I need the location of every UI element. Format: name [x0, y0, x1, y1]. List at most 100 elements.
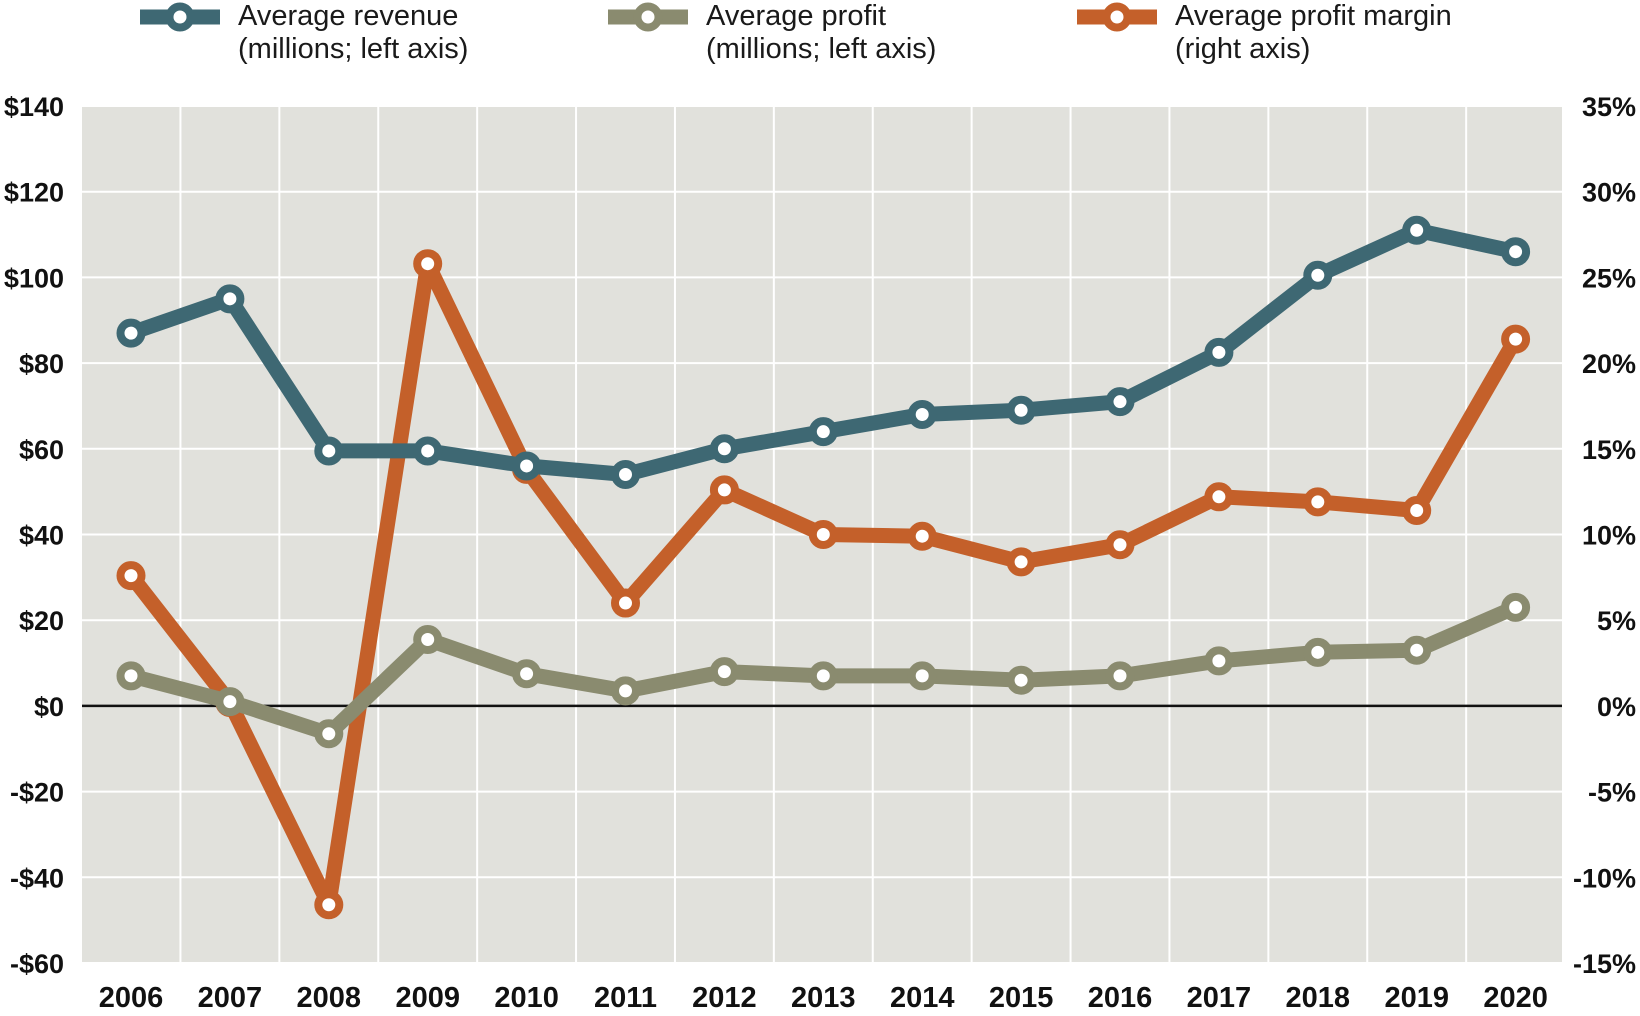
x-axis-tick-label: 2020: [1483, 982, 1548, 1014]
right-axis-tick-label: 15%: [1582, 435, 1636, 465]
right-axis-tick-label: 35%: [1582, 92, 1636, 122]
point-profit-2008: [314, 719, 344, 749]
x-axis-tick-label: 2017: [1187, 982, 1252, 1014]
point-margin-2008: [314, 890, 344, 920]
point-margin-2014: [907, 521, 937, 551]
legend-marker-revenue: [165, 2, 195, 32]
point-margin-2015: [1006, 547, 1036, 577]
point-revenue-2017: [1204, 337, 1234, 367]
point-profit-2018: [1303, 637, 1333, 667]
right-axis-tick-label: 0%: [1597, 692, 1636, 722]
point-revenue-2012: [709, 434, 739, 464]
point-revenue-2014: [907, 400, 937, 430]
x-axis-tick-label: 2018: [1286, 982, 1351, 1014]
x-axis-tick-label: 2008: [297, 982, 362, 1014]
point-profit-2010: [512, 659, 542, 689]
point-revenue-2015: [1006, 395, 1036, 425]
point-profit-2006: [116, 661, 146, 691]
series-revenue: [116, 215, 1531, 490]
left-axis-tick-label: -$20: [10, 778, 64, 808]
point-margin-2017: [1204, 482, 1234, 512]
point-revenue-2011: [611, 460, 640, 490]
point-margin-2012: [709, 475, 739, 505]
left-axis-tick-label: $120: [4, 178, 64, 208]
legend-item-revenue: Average revenue (millions; left axis): [140, 0, 468, 65]
point-profit-2011: [611, 676, 640, 706]
point-revenue-2006: [116, 318, 146, 348]
x-axis: 2006 2007 2008 2009 2010 2011 2012 2013 2014 2015…: [99, 982, 1548, 1014]
left-axis-tick-label: $20: [19, 606, 64, 636]
point-profit-2015: [1006, 665, 1036, 695]
point-profit-2019: [1402, 635, 1432, 665]
right-axis-tick-label: 30%: [1582, 178, 1636, 208]
x-axis-tick-label: 2010: [494, 982, 559, 1014]
x-axis-tick-label: 2006: [99, 982, 164, 1014]
point-revenue-2010: [512, 451, 542, 481]
legend-label-profit-line2: (millions; left axis): [706, 33, 936, 65]
point-profit-2020: [1501, 592, 1531, 622]
point-revenue-2020: [1501, 237, 1531, 267]
point-profit-2013: [808, 661, 838, 691]
point-revenue-2019: [1402, 215, 1432, 245]
point-profit-2017: [1204, 646, 1234, 676]
legend-marker-margin: [1102, 2, 1132, 32]
x-axis-tick-label: 2016: [1088, 982, 1153, 1014]
right-axis-tick-label: 25%: [1582, 263, 1636, 293]
point-revenue-2008: [314, 436, 344, 466]
left-axis-tick-label: $100: [4, 263, 64, 293]
point-profit-2007: [215, 687, 245, 717]
series-profit: [116, 592, 1531, 749]
legend-label-revenue-line2: (millions; left axis): [238, 33, 468, 65]
x-axis-tick-label: 2012: [692, 982, 757, 1014]
point-revenue-2013: [808, 417, 838, 447]
right-axis-tick-label: -10%: [1573, 863, 1636, 893]
point-margin-2013: [808, 520, 838, 549]
right-axis-tick-label: 10%: [1582, 521, 1636, 551]
point-profit-2016: [1105, 661, 1135, 691]
point-margin-2006: [116, 561, 146, 591]
left-axis: $140 $120 $100 $80 $60 $40 $20 $0 -$20 -$40 -$60: [4, 92, 64, 979]
right-axis-tick-label: 5%: [1597, 606, 1636, 636]
x-axis-tick-label: 2019: [1384, 982, 1449, 1014]
right-axis: 35% 30% 25% 20% 15% 10% 5% 0% -5% -10% -15%: [1573, 92, 1636, 979]
series: [116, 215, 1531, 920]
point-margin-2016: [1105, 530, 1135, 560]
legend-item-profit: Average profit (millions; left axis): [608, 0, 936, 65]
legend-marker-profit: [633, 2, 663, 32]
point-revenue-2016: [1105, 387, 1135, 417]
x-axis-tick-label: 2007: [198, 982, 263, 1014]
point-revenue-2009: [413, 436, 443, 466]
point-profit-2012: [709, 657, 739, 687]
left-axis-tick-label: $60: [19, 435, 64, 465]
legend-label-revenue-line1: Average revenue: [238, 0, 458, 32]
right-axis-tick-label: 20%: [1582, 349, 1636, 379]
point-margin-2019: [1402, 496, 1432, 526]
right-axis-tick-label: -15%: [1573, 949, 1636, 979]
left-axis-tick-label: -$40: [10, 863, 64, 893]
legend-label-profit-line1: Average profit: [706, 0, 886, 32]
x-axis-tick-label: 2013: [791, 982, 856, 1014]
point-margin-2011: [611, 588, 640, 618]
left-axis-tick-label: $40: [19, 521, 64, 551]
right-axis-tick-label: -5%: [1588, 778, 1636, 808]
point-margin-2018: [1303, 487, 1333, 517]
left-axis-tick-label: $140: [4, 92, 64, 122]
point-margin-2020: [1501, 324, 1531, 354]
legend: Average revenue (millions; left axis) Av…: [140, 0, 1452, 65]
x-axis-tick-label: 2009: [395, 982, 460, 1014]
legend-label-margin-line1: Average profit margin: [1175, 0, 1452, 32]
x-axis-tick-label: 2014: [890, 982, 955, 1014]
point-margin-2009: [413, 249, 443, 279]
left-axis-tick-label: -$60: [10, 949, 64, 979]
left-axis-tick-label: $80: [19, 349, 64, 379]
x-axis-tick-label: 2011: [594, 982, 657, 1014]
left-axis-tick-label: $0: [34, 692, 64, 722]
legend-item-margin: Average profit margin (right axis): [1077, 0, 1452, 65]
x-axis-tick-label: 2015: [989, 982, 1054, 1014]
point-profit-2009: [413, 624, 443, 654]
legend-label-margin-line2: (right axis): [1175, 33, 1310, 65]
point-revenue-2007: [215, 284, 245, 314]
point-revenue-2018: [1303, 260, 1333, 290]
point-profit-2014: [907, 661, 937, 691]
